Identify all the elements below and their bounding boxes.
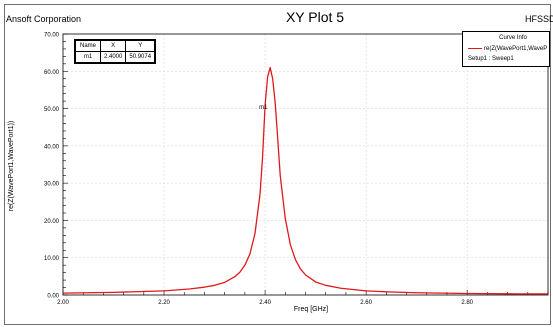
y-tick-label: 50.00 [44, 107, 60, 113]
x-tick-label: 2.00 [57, 300, 69, 306]
curve-info-title: Curve Info [499, 35, 527, 41]
tick-labels: 0.00 10.00 20.00 30.00 40.00 50.00 60.00 70.00 2… [44, 33, 474, 307]
plot-axes [62, 33, 549, 296]
marker-col-y: Y [125, 40, 156, 52]
marker-col-x: X [99, 40, 127, 52]
marker-table-header: Name X Y [75, 40, 156, 52]
marker-row[interactable]: m1 2.4000 50.9074 [75, 51, 156, 63]
marker-col-name: Name [75, 40, 101, 52]
marker-name-cell: m1 [75, 51, 101, 63]
marker-y-cell: 50.9074 [125, 51, 156, 63]
plot-title: XY Plot 5 [285, 9, 345, 25]
product-label: HFSSD [525, 14, 553, 24]
y-tick-label: 40.00 [44, 144, 60, 150]
plot-area-border [62, 33, 549, 296]
series-line [62, 66, 548, 295]
legend-entry-label: re(Z(WavePort1,WaveP [484, 46, 548, 52]
annotation-layer: m1 [259, 105, 268, 111]
x-tick-label: 2.60 [360, 300, 372, 306]
series-layer [62, 66, 548, 295]
x-tick-label: 2.40 [259, 300, 271, 306]
marker-annotation: m1 [259, 105, 268, 111]
y-tick-label: 0.00 [47, 294, 59, 300]
legend-swatch [468, 47, 482, 49]
x-axis-label: Freq [GHz] [294, 306, 328, 313]
y-tick-label: 30.00 [44, 182, 60, 188]
marker-table[interactable]: Name X Y m1 2.4000 50.9074 [73, 39, 157, 64]
x-tick-label: 2.80 [461, 300, 473, 306]
x-tick-label: 2.20 [158, 300, 170, 306]
legend-setup-label: Setup1 : Sweep1 [468, 56, 514, 62]
grid-lines [62, 33, 548, 296]
company-label: Ansoft Corporation [6, 14, 82, 24]
y-tick-label: 20.00 [44, 219, 60, 225]
marker-x-cell: 2.4000 [99, 51, 127, 63]
curve-info-legend[interactable]: Curve Info re(Z(WavePort1,WaveP Setup1 :… [462, 31, 550, 67]
y-tick-label: 60.00 [44, 70, 60, 76]
legend-entry[interactable]: re(Z(WavePort1,WaveP [468, 46, 547, 52]
y-axis-label: re(Z(WavePort1,WavePort1)) [8, 121, 15, 212]
y-tick-label: 70.00 [44, 33, 60, 39]
y-tick-label: 10.00 [44, 256, 60, 262]
